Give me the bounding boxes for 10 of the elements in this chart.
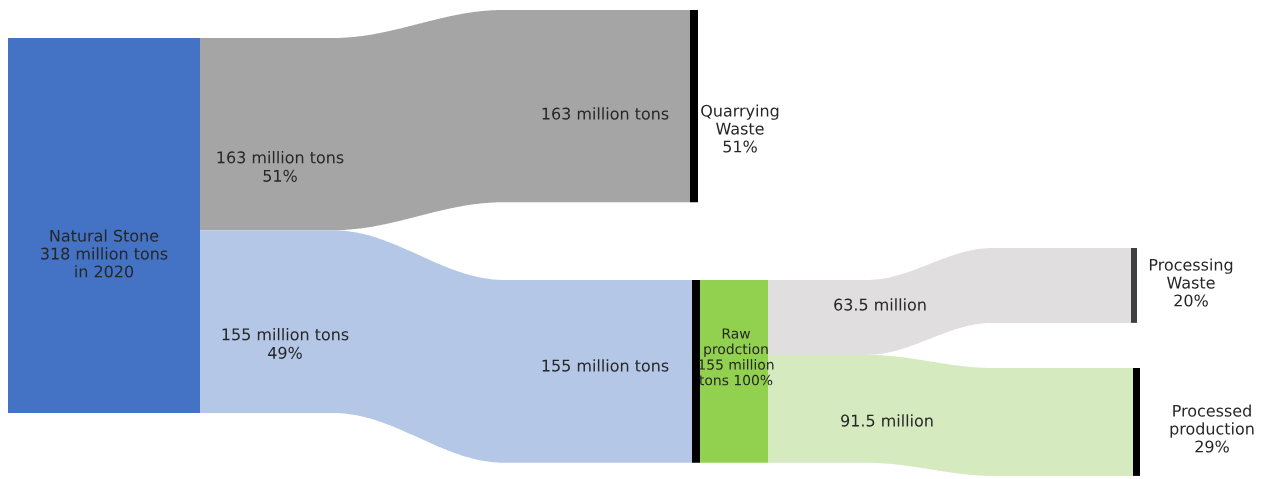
data-label: 155 million tons	[542, 359, 669, 372]
text: 155 million tons 49%	[222, 328, 349, 359]
category-label: Natural Stone 318 million tons in 2020	[41, 229, 168, 278]
data-label: 63.5 million	[834, 298, 926, 311]
text: 163 million tons 51%	[217, 151, 344, 182]
category-label: Processing Waste 20%	[1149, 258, 1233, 307]
category-label: Processed production 29%	[1170, 404, 1254, 453]
data-label: 163 million tons	[542, 107, 669, 120]
data-label: 91.5 million	[841, 414, 933, 427]
category-label: Quarrying Waste 51%	[701, 104, 779, 153]
